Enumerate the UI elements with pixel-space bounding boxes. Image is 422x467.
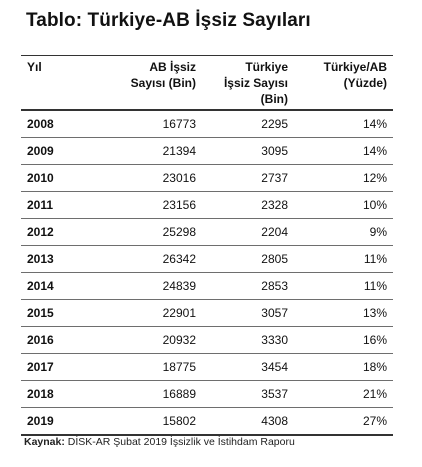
eu-unemployed-cell: 18775: [102, 353, 202, 381]
ratio-cell: 11%: [294, 245, 393, 273]
table-body: 2008 16773 2295 14% 2009 21394 3095 14% 2010 2301…: [21, 109, 393, 436]
turkey-unemployed-cell: 2853: [202, 272, 294, 300]
header-year: Yıl: [21, 55, 102, 111]
eu-unemployed-cell: 26342: [102, 245, 202, 273]
eu-unemployed-cell: 20932: [102, 326, 202, 354]
eu-unemployed-cell: 23156: [102, 191, 202, 219]
turkey-unemployed-cell: 3095: [202, 137, 294, 165]
year-cell: 2015: [21, 299, 102, 327]
source-label: Kaynak:: [24, 436, 65, 448]
header-eu-unemployed: AB İşsiz Sayısı (Bin): [102, 55, 202, 111]
table-row: 2011 23156 2328 10%: [21, 191, 393, 219]
turkey-unemployed-cell: 2737: [202, 164, 294, 192]
eu-unemployed-cell: 22901: [102, 299, 202, 327]
turkey-unemployed-cell: 2805: [202, 245, 294, 273]
header-row: Yıl AB İşsiz Sayısı (Bin) Türkiye İşsiz …: [21, 55, 393, 111]
ratio-cell: 13%: [294, 299, 393, 327]
eu-unemployed-cell: 25298: [102, 218, 202, 246]
eu-unemployed-cell: 15802: [102, 407, 202, 436]
ratio-cell: 16%: [294, 326, 393, 354]
ratio-cell: 27%: [294, 407, 393, 436]
turkey-unemployed-cell: 3537: [202, 380, 294, 408]
table-row: 2019 15802 4308 27%: [21, 407, 393, 436]
turkey-unemployed-cell: 3057: [202, 299, 294, 327]
ratio-cell: 21%: [294, 380, 393, 408]
header-eu-line2: Sayısı (Bin): [130, 76, 196, 90]
turkey-unemployed-cell: 2295: [202, 109, 294, 138]
year-cell: 2009: [21, 137, 102, 165]
ratio-cell: 12%: [294, 164, 393, 192]
eu-unemployed-cell: 16773: [102, 109, 202, 138]
header-tr-line3: (Bin): [260, 92, 288, 106]
header-tr-line1: Türkiye: [245, 60, 288, 74]
eu-unemployed-cell: 21394: [102, 137, 202, 165]
year-cell: 2012: [21, 218, 102, 246]
eu-unemployed-cell: 16889: [102, 380, 202, 408]
year-cell: 2014: [21, 272, 102, 300]
table-header: Yıl AB İşsiz Sayısı (Bin) Türkiye İşsiz …: [21, 55, 393, 111]
table-row: 2017 18775 3454 18%: [21, 353, 393, 381]
header-eu-line1: AB İşsiz: [149, 60, 196, 74]
header-ratio-line1: Türkiye/AB: [323, 60, 387, 74]
ratio-cell: 10%: [294, 191, 393, 219]
ratio-cell: 14%: [294, 109, 393, 138]
table-row: 2016 20932 3330 16%: [21, 326, 393, 354]
year-cell: 2017: [21, 353, 102, 381]
ratio-cell: 9%: [294, 218, 393, 246]
header-turkey-unemployed: Türkiye İşsiz Sayısı (Bin): [202, 55, 294, 111]
turkey-unemployed-cell: 4308: [202, 407, 294, 436]
source-text: DİSK-AR Şubat 2019 İşsizlik ve İstihdam …: [67, 436, 295, 448]
ratio-cell: 11%: [294, 272, 393, 300]
year-cell: 2019: [21, 407, 102, 436]
source-note: Kaynak: DİSK-AR Şubat 2019 İşsizlik ve İ…: [24, 436, 295, 448]
turkey-unemployed-cell: 3330: [202, 326, 294, 354]
year-cell: 2013: [21, 245, 102, 273]
table-row: 2014 24839 2853 11%: [21, 272, 393, 300]
year-cell: 2008: [21, 109, 102, 138]
ratio-cell: 14%: [294, 137, 393, 165]
year-cell: 2010: [21, 164, 102, 192]
year-cell: 2011: [21, 191, 102, 219]
turkey-unemployed-cell: 2204: [202, 218, 294, 246]
year-cell: 2016: [21, 326, 102, 354]
eu-unemployed-cell: 24839: [102, 272, 202, 300]
table-row: 2008 16773 2295 14%: [21, 109, 393, 138]
table-row: 2015 22901 3057 13%: [21, 299, 393, 327]
table-row: 2010 23016 2737 12%: [21, 164, 393, 192]
table-row: 2013 26342 2805 11%: [21, 245, 393, 273]
header-tr-line2: İşsiz Sayısı: [223, 76, 288, 90]
header-year-label: Yıl: [27, 60, 42, 74]
turkey-unemployed-cell: 3454: [202, 353, 294, 381]
page-title: Tablo: Türkiye-AB İşsiz Sayıları: [26, 10, 311, 31]
unemployment-table: Yıl AB İşsiz Sayısı (Bin) Türkiye İşsiz …: [21, 55, 393, 436]
ratio-cell: 18%: [294, 353, 393, 381]
eu-unemployed-cell: 23016: [102, 164, 202, 192]
table-row: 2018 16889 3537 21%: [21, 380, 393, 408]
table-row: 2012 25298 2204 9%: [21, 218, 393, 246]
turkey-unemployed-cell: 2328: [202, 191, 294, 219]
table-row: 2009 21394 3095 14%: [21, 137, 393, 165]
header-ratio-line2: (Yüzde): [343, 76, 387, 90]
year-cell: 2018: [21, 380, 102, 408]
header-ratio: Türkiye/AB (Yüzde): [294, 55, 393, 111]
